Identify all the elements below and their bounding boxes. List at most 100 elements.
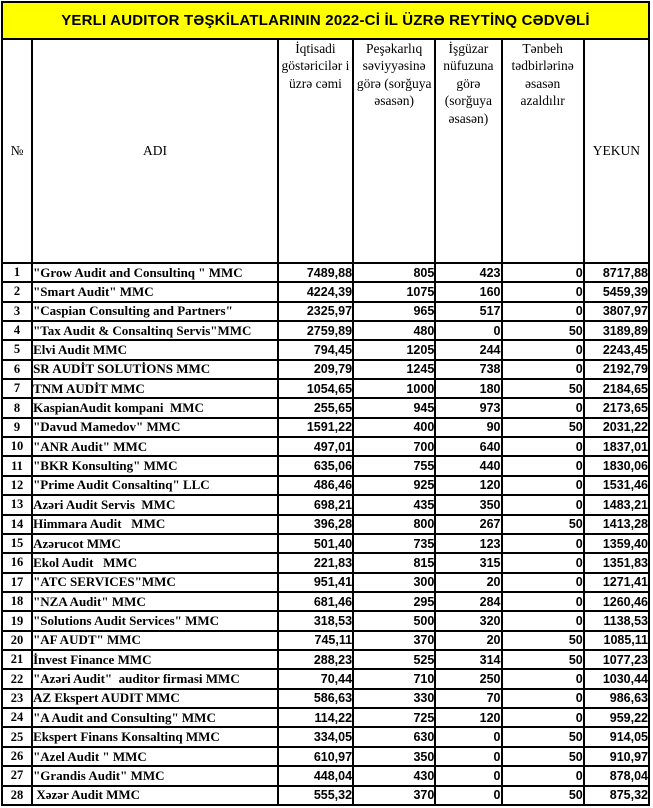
table-row: 5 Elvi Audit MMC 794,45 1205 244 0 2243,… — [0, 339, 651, 361]
table-row: 17 "ATC SERVICES"MMC 951,41 300 20 0 127… — [0, 571, 651, 593]
penalty-reduction-cell: 0 — [500, 590, 585, 613]
economic-total-cell: 635,06 — [276, 455, 355, 477]
column-header-name: ADI — [31, 37, 279, 264]
professional-level-cell: 1075 — [352, 281, 437, 303]
economic-total-cell: 221,83 — [276, 552, 355, 574]
total-score-cell: 986,63 — [582, 687, 651, 710]
table-row: 12 "Prime Audit Consaltinq" LLC 486,46 9… — [0, 474, 651, 497]
auditor-name-cell: SR AUDİT SOLUTİONS MMC — [31, 358, 279, 381]
table-row: 22 "Azəri Audit" auditor firmasi MMC 70,… — [0, 668, 651, 690]
professional-level-cell: 755 — [352, 455, 437, 477]
total-score-cell: 2184,65 — [582, 377, 651, 400]
total-score-cell: 1077,23 — [582, 649, 651, 671]
table-row: 8 KaspianAudit kompani MMC 255,65 945 97… — [0, 397, 651, 419]
total-score-cell: 5459,39 — [582, 281, 651, 303]
auditor-name-cell: "Azəri Audit" auditor firmasi MMC — [31, 668, 279, 690]
total-score-cell: 1413,28 — [582, 513, 651, 535]
economic-total-cell: 794,45 — [276, 339, 355, 361]
auditor-name-cell: Elvi Audit MMC — [31, 339, 279, 361]
total-score-cell: 1260,46 — [582, 590, 651, 613]
row-number-cell: 13 — [0, 494, 34, 516]
row-number-cell: 23 — [0, 687, 34, 710]
business-reputation-cell: 350 — [434, 494, 503, 516]
professional-level-cell: 965 — [352, 300, 437, 322]
economic-total-cell: 501,40 — [276, 532, 355, 555]
column-header-penalty: Tənbeh tədbirlərinə əsasən azaldılır — [500, 37, 585, 264]
row-number-cell: 11 — [0, 455, 34, 477]
economic-total-cell: 497,01 — [276, 436, 355, 458]
business-reputation-cell: 0 — [434, 319, 503, 342]
total-score-cell: 2243,45 — [582, 339, 651, 361]
total-score-cell: 8717,88 — [582, 261, 651, 284]
business-reputation-cell: 738 — [434, 358, 503, 381]
penalty-reduction-cell: 50 — [500, 416, 585, 439]
table-row: 2 "Smart Audit" MMC 4224,39 1075 160 0 5… — [0, 281, 651, 303]
penalty-reduction-cell: 0 — [500, 300, 585, 322]
penalty-reduction-cell: 50 — [500, 319, 585, 342]
row-number-cell: 22 — [0, 668, 34, 690]
business-reputation-cell: 517 — [434, 300, 503, 322]
professional-level-cell: 735 — [352, 532, 437, 555]
business-reputation-cell: 0 — [434, 765, 503, 787]
page-title: YERLI AUDITOR TƏŞKİLATLARININ 2022-Cİ İL… — [1, 1, 650, 40]
penalty-reduction-cell: 0 — [500, 552, 585, 574]
auditor-name-cell: Azəri Audit Servis MMC — [31, 494, 279, 516]
economic-total-cell: 288,23 — [276, 649, 355, 671]
penalty-reduction-cell: 0 — [500, 687, 585, 710]
total-score-cell: 1085,11 — [582, 629, 651, 652]
auditor-name-cell: "Prime Audit Consaltinq" LLC — [31, 474, 279, 497]
economic-total-cell: 555,32 — [276, 784, 355, 807]
professional-level-cell: 630 — [352, 726, 437, 748]
penalty-reduction-cell: 50 — [500, 726, 585, 748]
table-row: 21 İnvest Finance MMC 288,23 525 314 50 … — [0, 649, 651, 671]
penalty-reduction-cell: 0 — [500, 397, 585, 419]
business-reputation-cell: 120 — [434, 474, 503, 497]
column-header-total: YEKUN — [582, 37, 651, 264]
professional-level-cell: 500 — [352, 610, 437, 632]
economic-total-cell: 1054,65 — [276, 377, 355, 400]
economic-total-cell: 586,63 — [276, 687, 355, 710]
penalty-reduction-cell: 50 — [500, 629, 585, 652]
row-number-cell: 17 — [0, 571, 34, 593]
table-row: 25 Ekspert Finans Konsaltinq MMC 334,05 … — [0, 726, 651, 748]
professional-level-cell: 945 — [352, 397, 437, 419]
row-number-cell: 18 — [0, 590, 34, 613]
penalty-reduction-cell: 0 — [500, 436, 585, 458]
business-reputation-cell: 320 — [434, 610, 503, 632]
table-row: 9 "Davud Mamedov" MMC 1591,22 400 90 50 … — [0, 416, 651, 439]
economic-total-cell: 951,41 — [276, 571, 355, 593]
professional-level-cell: 430 — [352, 765, 437, 787]
table-row: 18 "NZA Audit" MMC 681,46 295 284 0 1260… — [0, 590, 651, 613]
total-score-cell: 1351,83 — [582, 552, 651, 574]
total-score-cell: 1830,06 — [582, 455, 651, 477]
penalty-reduction-cell: 0 — [500, 261, 585, 284]
auditor-name-cell: "NZA Audit" MMC — [31, 590, 279, 613]
total-score-cell: 875,32 — [582, 784, 651, 807]
row-number-cell: 20 — [0, 629, 34, 652]
total-score-cell: 959,22 — [582, 707, 651, 729]
total-score-cell: 878,04 — [582, 765, 651, 787]
penalty-reduction-cell: 0 — [500, 532, 585, 555]
auditor-name-cell: "ANR Audit" MMC — [31, 436, 279, 458]
professional-level-cell: 330 — [352, 687, 437, 710]
economic-total-cell: 255,65 — [276, 397, 355, 419]
professional-level-cell: 525 — [352, 649, 437, 671]
row-number-cell: 27 — [0, 765, 34, 787]
business-reputation-cell: 314 — [434, 649, 503, 671]
table-row: 6 SR AUDİT SOLUTİONS MMC 209,79 1245 738… — [0, 358, 651, 381]
business-reputation-cell: 0 — [434, 726, 503, 748]
auditor-name-cell: "Grandis Audit" MMC — [31, 765, 279, 787]
row-number-cell: 21 — [0, 649, 34, 671]
auditor-name-cell: Azərucot MMC — [31, 532, 279, 555]
professional-level-cell: 700 — [352, 436, 437, 458]
total-score-cell: 3189,89 — [582, 319, 651, 342]
row-number-cell: 19 — [0, 610, 34, 632]
business-reputation-cell: 640 — [434, 436, 503, 458]
business-reputation-cell: 267 — [434, 513, 503, 535]
row-number-cell: 10 — [0, 436, 34, 458]
auditor-name-cell: AZ Ekspert AUDIT MMC — [31, 687, 279, 710]
professional-level-cell: 1000 — [352, 377, 437, 400]
professional-level-cell: 1245 — [352, 358, 437, 381]
business-reputation-cell: 90 — [434, 416, 503, 439]
